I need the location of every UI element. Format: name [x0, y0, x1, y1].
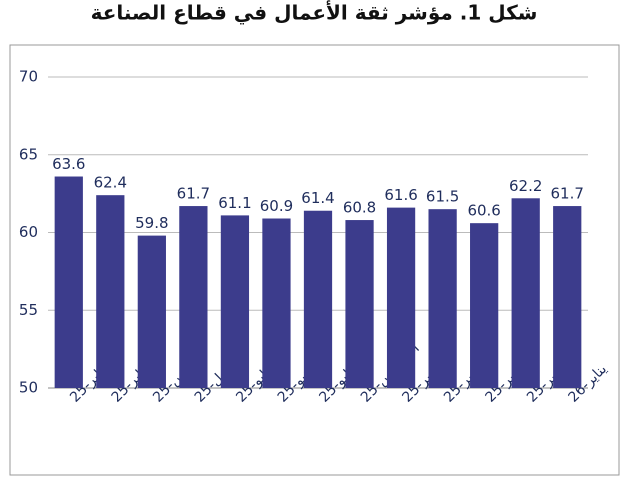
chart-frame: [9, 44, 620, 476]
value-label: 60.8: [343, 199, 376, 217]
y-tick-label: 55: [19, 301, 38, 319]
value-label: 60.6: [467, 202, 500, 220]
bar: [303, 210, 333, 388]
value-label: 61.1: [218, 194, 251, 212]
bar: [262, 218, 291, 388]
value-label: 61.5: [426, 188, 459, 206]
value-label: 59.8: [135, 214, 168, 232]
bar: [220, 215, 250, 388]
bar: [54, 176, 83, 388]
bar: [345, 220, 374, 388]
bar: [511, 198, 540, 388]
bar: [428, 209, 457, 388]
bar: [179, 206, 208, 388]
value-label: 63.6: [52, 155, 85, 173]
y-tick-label: 65: [19, 145, 38, 163]
value-label: 61.4: [301, 189, 334, 207]
value-label: 62.4: [94, 174, 127, 192]
bar: [137, 235, 166, 388]
bar: [386, 207, 416, 388]
value-label: 61.7: [177, 185, 210, 203]
bar: [96, 195, 125, 388]
chart-title: شكل 1. مؤشر ثقة الأعمال في قطاع الصناعة: [91, 0, 538, 26]
y-tick-label: 70: [19, 68, 38, 86]
value-label: 60.9: [260, 197, 293, 215]
y-tick-label: 60: [19, 223, 38, 241]
bar: [470, 223, 499, 388]
value-label: 61.7: [551, 185, 584, 203]
value-label: 61.6: [384, 186, 417, 204]
y-tick-label: 50: [19, 379, 38, 397]
value-label: 62.2: [509, 177, 542, 195]
bar: [553, 206, 582, 388]
